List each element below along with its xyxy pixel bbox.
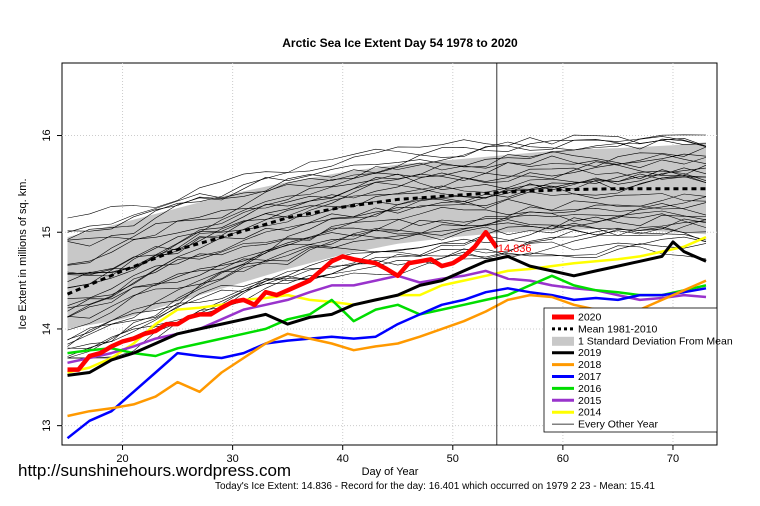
x-tick-label: 70 [667,453,679,465]
legend-label: 2014 [578,407,602,419]
sd-band-area [67,142,706,329]
legend-label: 2017 [578,371,602,383]
legend-label: Every Other Year [578,419,658,431]
every-other-year-line [67,228,707,350]
legend-label: 2020 [578,312,602,324]
legend-label: 1 Standard Deviation From Mean [578,335,733,347]
mean-1981-2010-line [66,187,706,296]
legend-label: 2019 [578,347,602,359]
every-other-year-line [67,173,707,277]
every-other-year-line [67,138,707,240]
mean-line [66,187,706,296]
every-other-year-line [67,167,707,289]
every-other-year-line [67,134,707,219]
every-other-year-line [67,227,707,359]
x-tick-label: 50 [447,453,459,465]
every-other-year-line [67,134,707,232]
footer-text: Today's Ice Extent: 14.836 - Record for … [215,481,655,492]
legend-label: 2018 [578,359,602,371]
series-line-2017 [66,287,707,440]
legend-label: 2016 [578,383,602,395]
every-other-year-line [67,211,707,347]
legend-swatch [552,336,574,346]
axis-ticks: 20 30 40 50 60 70 13 14 15 16 [41,129,679,465]
every-other-year-line [67,167,707,274]
sd-band [67,142,706,329]
every-other-year-line [67,153,707,276]
every-other-year-line [67,161,707,274]
x-tick-label: 40 [337,453,349,465]
legend-label: Mean 1981-2010 [578,323,658,335]
series-line-2020 [67,229,499,372]
series-line-2019 [67,240,707,377]
every-other-year-line [67,167,707,282]
x-tick-label: 30 [227,453,239,465]
x-tick-label: 20 [116,453,128,465]
every-other-year-line [67,146,707,241]
y-tick-label: 15 [41,226,53,238]
legend-label: 2015 [578,395,602,407]
every-other-year-line [67,151,707,266]
today-value-label: 14.836 [498,243,532,255]
every-other-year-line [67,218,707,331]
every-other-year-line [67,136,707,233]
plot-frame [61,62,718,446]
y-tick-label: 13 [41,420,53,432]
every-other-year-line [67,153,707,265]
every-other-year-line [67,203,707,319]
x-axis-label: Day of Year [362,466,419,478]
every-other-year-line [67,174,707,309]
y-axis-label: Ice Extent in millions of sq. km. [17,179,29,330]
y-tick-label: 14 [41,323,53,335]
watermark-text: http://sunshinehours.wordpress.com [18,461,291,480]
every-other-year-line [67,176,707,299]
x-tick-label: 60 [557,453,569,465]
series-line-2016 [67,274,707,358]
every-other-year-lines [67,134,707,359]
y-tick-label: 16 [41,129,53,141]
series-lines [66,229,707,440]
chart-title: Arctic Sea Ice Extent Day 54 1978 to 202… [282,36,518,50]
every-other-year-line [67,210,707,340]
every-other-year-line [67,137,707,247]
every-other-year-line [67,220,707,341]
every-other-year-line [67,193,707,318]
